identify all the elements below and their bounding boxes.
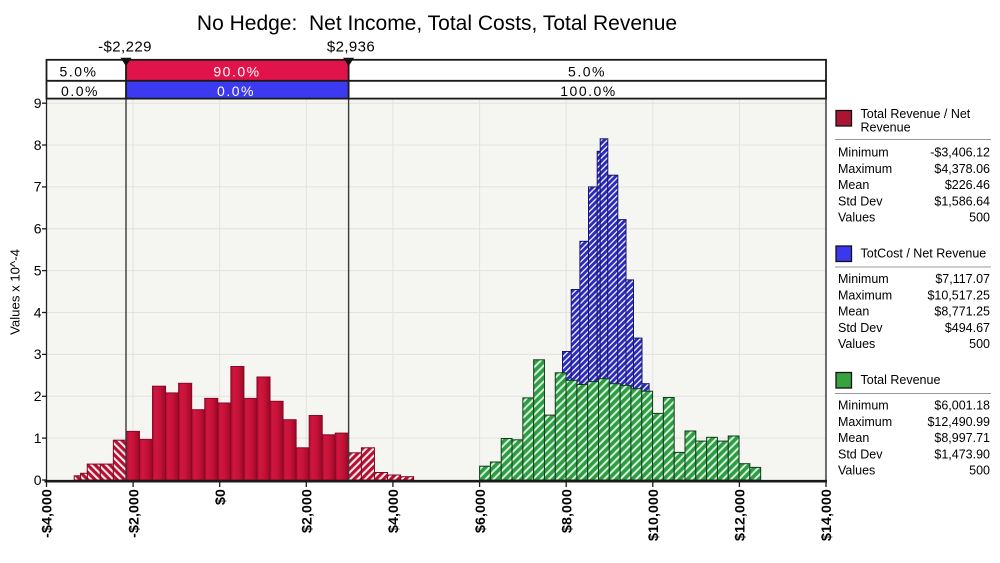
svg-text:Std Dev: Std Dev xyxy=(838,321,883,335)
svg-text:-$2,000: -$2,000 xyxy=(126,489,142,538)
svg-text:500: 500 xyxy=(969,211,990,225)
svg-text:$4,378.06: $4,378.06 xyxy=(934,162,990,176)
svg-text:Revenue: Revenue xyxy=(861,120,911,134)
svg-text:6: 6 xyxy=(34,221,42,237)
svg-text:1: 1 xyxy=(34,430,42,446)
svg-text:$8,000: $8,000 xyxy=(559,489,575,533)
svg-text:-$2,229: -$2,229 xyxy=(98,39,152,56)
svg-text:0.0%: 0.0% xyxy=(217,83,255,99)
svg-text:$2,000: $2,000 xyxy=(300,489,316,533)
svg-text:$14,000: $14,000 xyxy=(819,489,835,541)
svg-text:$8,771.25: $8,771.25 xyxy=(934,305,990,319)
svg-text:$12,490.99: $12,490.99 xyxy=(927,415,990,429)
svg-text:0.0%: 0.0% xyxy=(61,83,99,99)
svg-text:$6,001.18: $6,001.18 xyxy=(934,399,990,413)
svg-text:-$4,000: -$4,000 xyxy=(40,489,56,538)
svg-text:4: 4 xyxy=(34,304,42,320)
svg-text:$8,997.71: $8,997.71 xyxy=(934,431,990,445)
svg-text:Maximum: Maximum xyxy=(838,415,892,429)
svg-text:Minimum: Minimum xyxy=(838,272,889,286)
svg-text:Minimum: Minimum xyxy=(838,146,889,160)
svg-text:0: 0 xyxy=(34,472,42,488)
svg-text:Values x 10^-4: Values x 10^-4 xyxy=(8,249,23,335)
svg-text:TotCost / Net Revenue: TotCost / Net Revenue xyxy=(861,247,987,261)
svg-text:Mean: Mean xyxy=(838,178,869,192)
svg-text:$1,473.90: $1,473.90 xyxy=(934,447,990,461)
svg-text:8: 8 xyxy=(34,137,42,153)
svg-text:3: 3 xyxy=(34,346,42,362)
svg-text:$2,936: $2,936 xyxy=(327,39,375,56)
svg-text:90.0%: 90.0% xyxy=(213,63,260,79)
svg-text:Std Dev: Std Dev xyxy=(838,194,883,208)
svg-text:Minimum: Minimum xyxy=(838,399,889,413)
svg-text:$1,586.64: $1,586.64 xyxy=(934,194,990,208)
svg-text:$226.46: $226.46 xyxy=(945,178,990,192)
svg-text:$7,117.07: $7,117.07 xyxy=(935,272,990,286)
svg-text:$4,000: $4,000 xyxy=(386,489,402,533)
svg-text:$494.67: $494.67 xyxy=(945,321,990,335)
svg-text:$10,000: $10,000 xyxy=(646,489,662,541)
svg-text:Total Revenue / Net: Total Revenue / Net xyxy=(861,107,971,121)
svg-text:5: 5 xyxy=(34,262,42,278)
svg-text:500: 500 xyxy=(969,464,990,478)
svg-text:5.0%: 5.0% xyxy=(568,63,606,79)
svg-text:$12,000: $12,000 xyxy=(733,489,749,541)
svg-text:5.0%: 5.0% xyxy=(60,63,98,79)
svg-text:100.0%: 100.0% xyxy=(560,83,616,99)
svg-text:Values: Values xyxy=(838,464,875,478)
svg-text:500: 500 xyxy=(969,337,990,351)
svg-text:2: 2 xyxy=(34,388,42,404)
svg-text:$6,000: $6,000 xyxy=(473,489,489,533)
svg-text:Std Dev: Std Dev xyxy=(838,447,883,461)
svg-text:Mean: Mean xyxy=(838,431,869,445)
svg-text:No Hedge: Net Income, Total C: No Hedge: Net Income, Total Costs, Total… xyxy=(197,12,677,35)
svg-text:$10,517.25: $10,517.25 xyxy=(927,288,990,302)
svg-text:9: 9 xyxy=(34,95,42,111)
svg-text:$0: $0 xyxy=(213,489,229,505)
svg-text:Values: Values xyxy=(838,337,875,351)
svg-text:Mean: Mean xyxy=(838,305,869,319)
svg-text:Values: Values xyxy=(838,211,875,225)
svg-text:Maximum: Maximum xyxy=(838,288,892,302)
svg-text:-$3,406.12: -$3,406.12 xyxy=(930,146,990,160)
svg-text:Maximum: Maximum xyxy=(838,162,892,176)
svg-text:Total Revenue: Total Revenue xyxy=(861,373,941,387)
svg-text:7: 7 xyxy=(34,179,42,195)
